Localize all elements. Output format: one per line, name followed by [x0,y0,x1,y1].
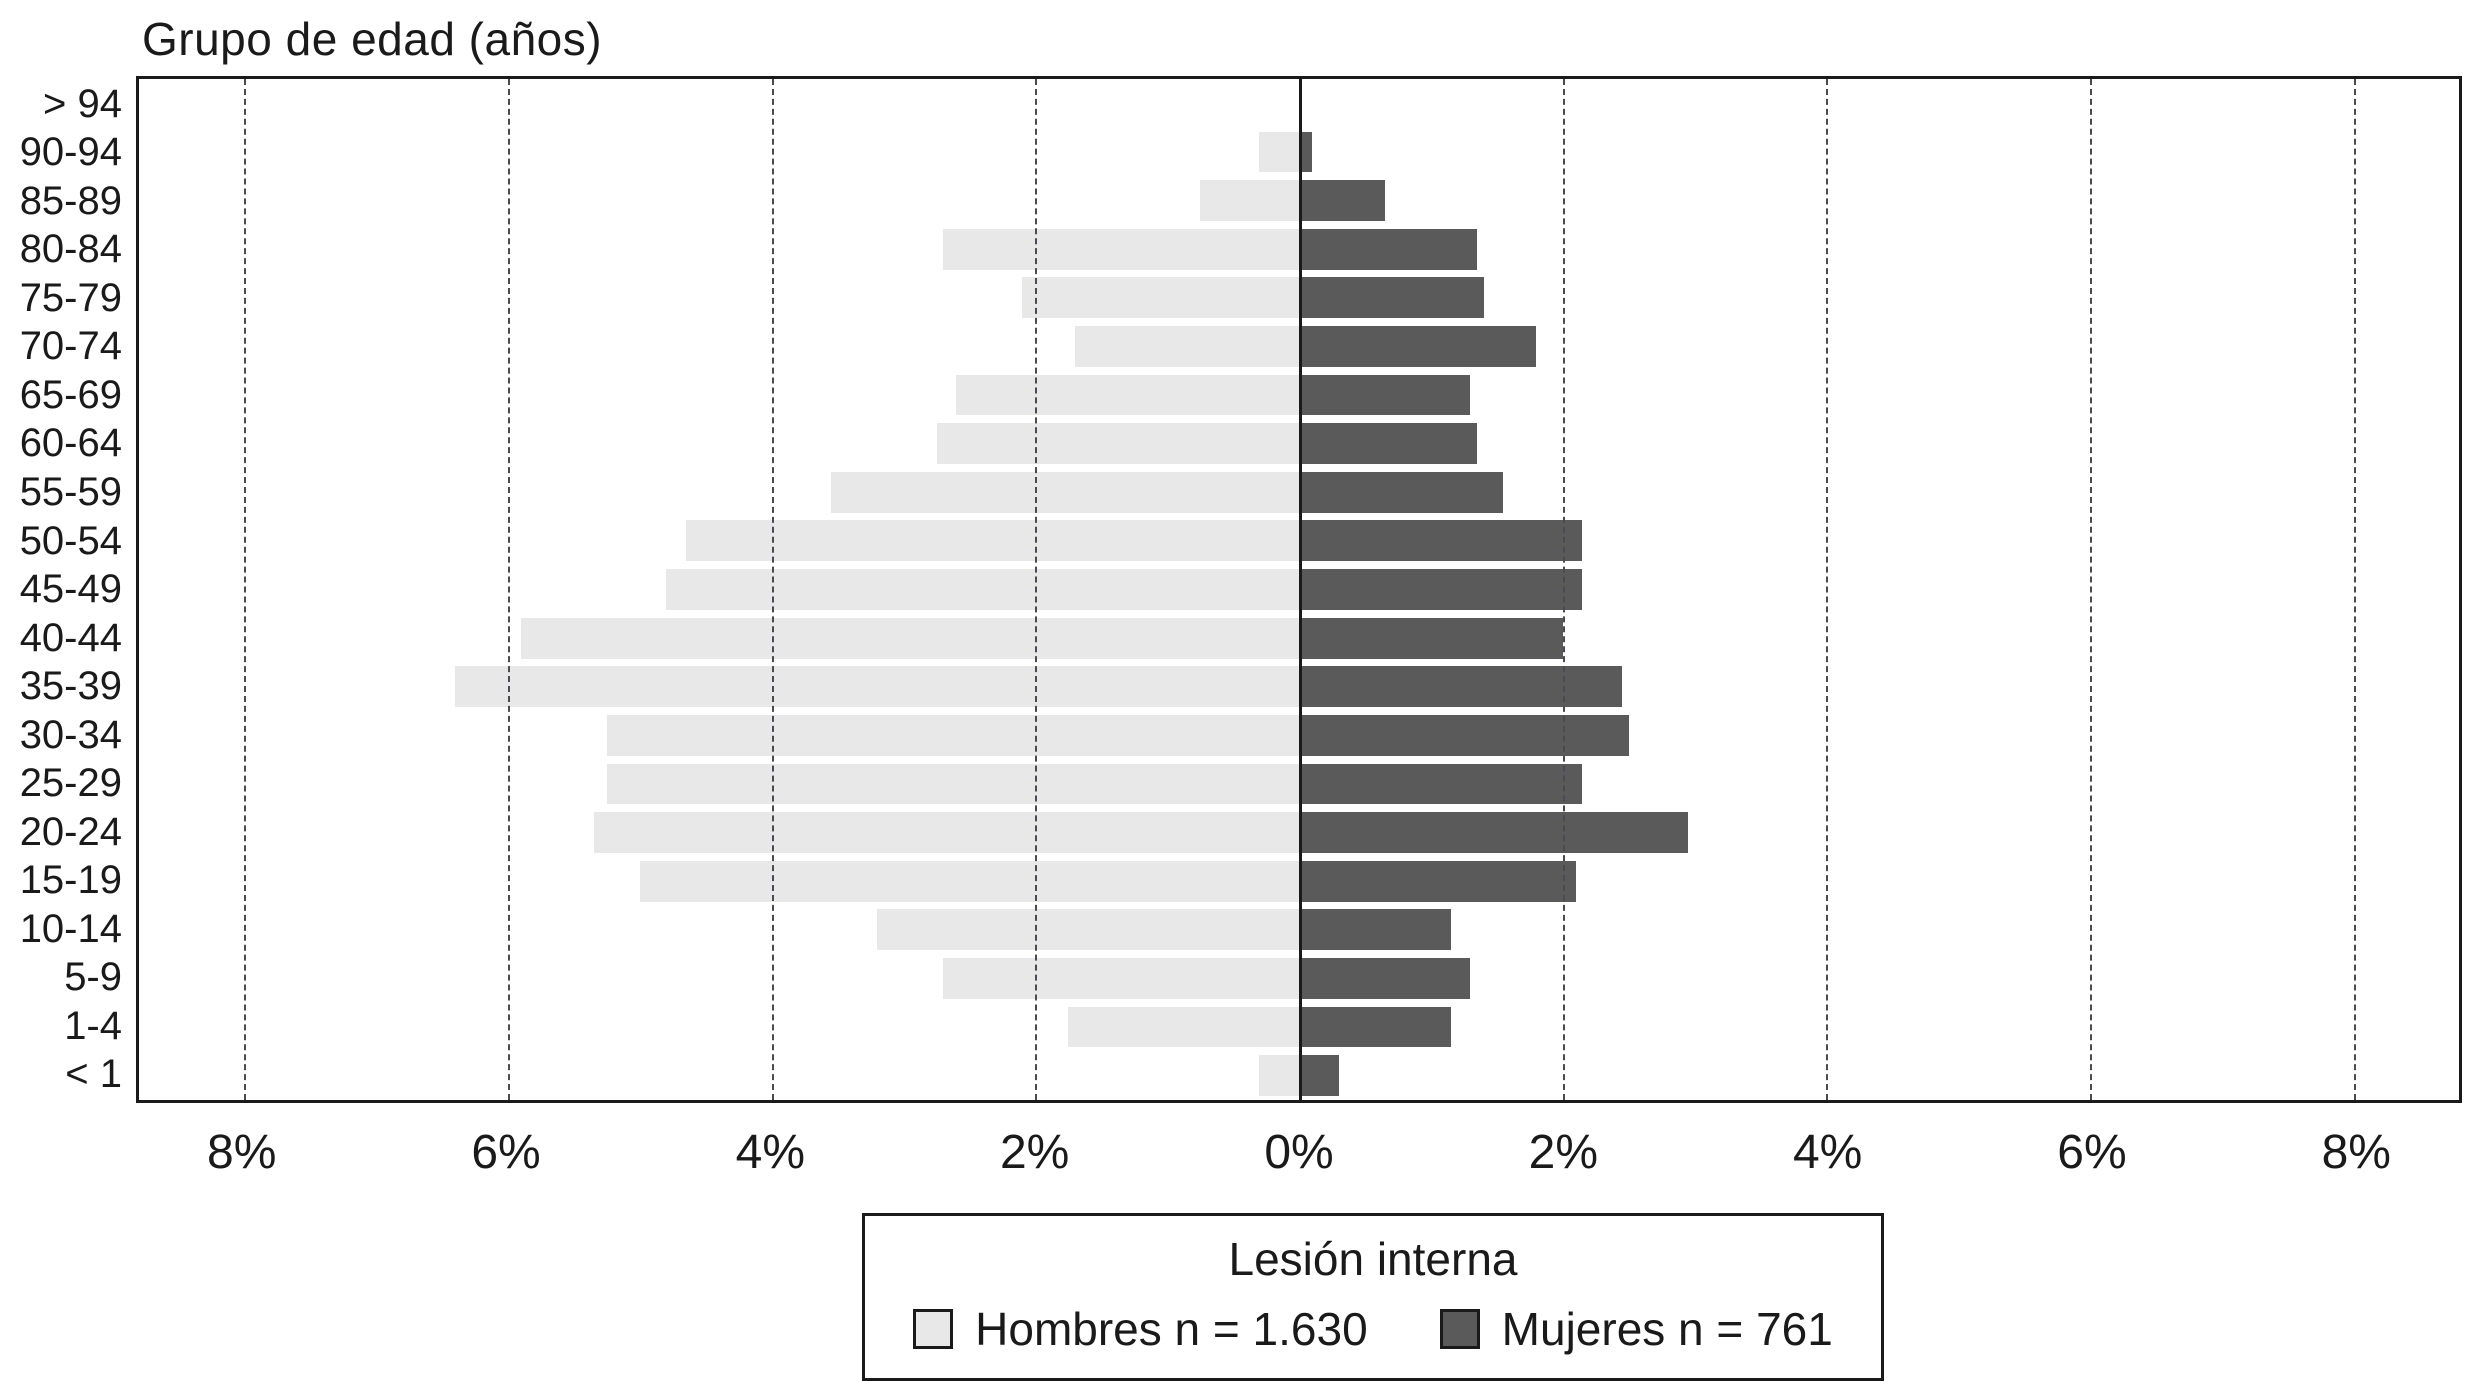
y-axis-label-9094: 90-94 [19,130,122,175]
x-axis-tick-label: 6% [2057,1126,2127,1179]
bar-hombres-1 [1259,1055,1299,1097]
chart-title: Grupo de edad (años) [142,13,603,65]
bar-hombres-6569 [956,374,1299,416]
bar-hombres-4044 [521,617,1299,659]
gridline [1826,79,1829,1100]
y-axis-label-7074: 70-74 [19,324,122,369]
y-axis-labels: > 94 90-94 85-89 80-84 75-79 70-74 65-69 60-64 5… [0,76,136,1103]
y-axis-label-2529: 25-29 [19,761,122,806]
y-axis-label-59: 5-9 [64,955,122,1000]
bar-hombres-7579 [1022,277,1299,319]
y-axis-label-5054: 50-54 [19,518,122,563]
y-axis-label-8589: 85-89 [19,178,122,223]
x-axis-tick-label: 8% [2321,1126,2391,1179]
legend-title: Lesión interna [1228,1233,1518,1285]
x-axis-tick-label: 4% [1792,1126,1863,1179]
bar-mujeres-1014 [1299,909,1451,951]
bar-hombres-14 [1068,1006,1299,1048]
bar-hombres-4549 [666,569,1299,610]
y-axis-label-14: 1-4 [64,1003,122,1048]
bar-hombres-8084 [943,228,1299,270]
bar-mujeres-7074 [1299,325,1537,367]
legend-entry-hombres: Hombres n = 1.630 [913,1302,1368,1356]
bar-hombres-8589 [1200,180,1299,221]
bar-hombres-2024 [593,812,1299,853]
bar-mujeres-14 [1299,1006,1451,1048]
y-axis-label-3539: 35-39 [19,664,122,709]
bar-mujeres-6569 [1299,374,1471,416]
bar-hombres-6064 [936,423,1299,465]
bar-mujeres-3034 [1299,714,1629,756]
bar-hombres-5559 [831,471,1299,513]
bar-hombres-7074 [1074,325,1299,367]
bar-mujeres-8589 [1299,180,1385,221]
legend-swatch-mujeres [1439,1309,1480,1349]
bar-mujeres-5559 [1299,471,1504,513]
bar-hombres-1014 [877,909,1299,951]
bar-mujeres-1 [1299,1055,1339,1097]
bar-hombres-3034 [606,714,1299,756]
bar-mujeres-2529 [1299,763,1583,805]
bar-hombres-59 [943,958,1299,999]
legend-label-hombres: Hombres n = 1.630 [975,1303,1368,1355]
chart-area: > 94 90-94 85-89 80-84 75-79 70-74 65-69 60-64 5… [0,76,2462,1103]
bar-mujeres-6064 [1299,423,1477,465]
plot-area [136,76,2462,1103]
y-axis-label-4549: 45-49 [19,567,122,612]
gridline [508,79,511,1100]
y-axis-label-7579: 75-79 [19,275,122,320]
x-axis-tick-label: 6% [471,1126,541,1179]
y-axis-label-3034: 30-34 [19,712,122,757]
bar-mujeres-1519 [1299,860,1576,902]
legend-entries: Hombres n = 1.630 Mujeres n = 761 [913,1302,1833,1356]
bar-hombres-9094 [1259,131,1299,173]
gridline [1035,79,1038,1100]
x-axis-labels: 8% 6% 4% 2% 0% 2% 4% 6% 8% [136,1103,2462,1183]
bar-mujeres-9094 [1299,131,1313,173]
y-axis-label-5559: 55-59 [19,470,122,515]
gridline [244,79,247,1100]
y-axis-label-1: < 1 [65,1052,122,1097]
bar-hombres-5054 [686,520,1299,562]
bar-mujeres-2024 [1299,812,1688,853]
y-axis-label-4044: 40-44 [19,615,122,660]
bar-hombres-2529 [606,763,1299,805]
y-axis-label-1519: 15-19 [19,858,122,903]
bar-mujeres-59 [1299,958,1471,999]
bar-mujeres-4549 [1299,569,1583,610]
y-axis-label-8084: 80-84 [19,227,122,272]
bar-mujeres-7579 [1299,277,1484,319]
gridline [771,79,774,1100]
legend: Lesión interna Hombres n = 1.630 Mujeres … [862,1213,1884,1381]
bar-mujeres-8084 [1299,228,1477,270]
x-axis-tick-label: 2% [1528,1126,1598,1179]
y-axis-label-2024: 20-24 [19,809,122,854]
bar-hombres-3539 [455,666,1299,708]
zero-axis-line [1299,79,1302,1100]
x-axis-tick-label: 4% [735,1126,806,1179]
y-axis-label-94: > 94 [43,81,122,126]
y-axis-label-1014: 10-14 [19,906,122,951]
gridline [2089,79,2092,1100]
legend-label-mujeres: Mujeres n = 761 [1501,1303,1833,1355]
population-pyramid-chart: Grupo de edad (años) > 94 90-94 85-89 80-84… [0,12,2466,1381]
y-axis-label-6064: 60-64 [19,421,122,466]
legend-entry-mujeres: Mujeres n = 761 [1439,1302,1833,1356]
x-axis-tick-label: 2% [999,1126,1070,1179]
gridline [2353,79,2356,1100]
bar-mujeres-5054 [1299,520,1583,562]
gridline [1562,79,1565,1100]
x-axis-tick-label: 8% [207,1126,277,1179]
bar-mujeres-3539 [1299,666,1622,708]
y-axis-label-6569: 65-69 [19,372,122,417]
x-axis-tick-label: 0% [1264,1126,1334,1179]
bar-hombres-1519 [639,860,1299,902]
legend-swatch-hombres [913,1309,954,1349]
bar-mujeres-4044 [1299,617,1563,659]
